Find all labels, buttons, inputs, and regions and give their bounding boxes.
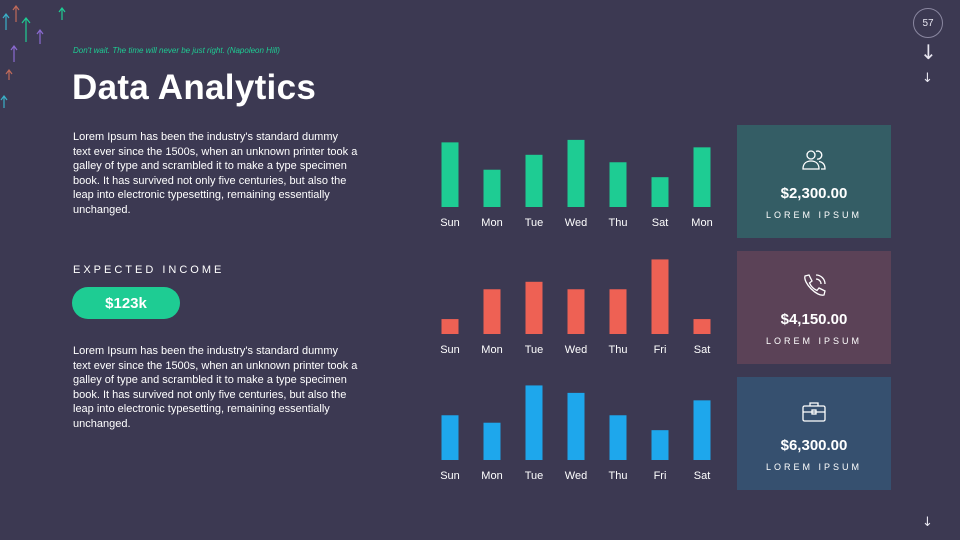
bar-chart-1: Sun Mon Tue Wed Thu Sat Mon — [440, 139, 713, 229]
expected-income-label: EXPECTED INCOME — [73, 264, 225, 276]
stat-card-label: LOREM IPSUM — [765, 462, 862, 472]
bar-wed — [567, 289, 585, 334]
x-tick-label: Sun — [440, 217, 460, 229]
bar-mon — [693, 147, 711, 207]
x-tick-label: Mon — [691, 217, 712, 229]
bar-wed — [567, 139, 585, 207]
bar-mon — [483, 422, 501, 460]
bar-thu — [609, 162, 627, 207]
x-tick-label: Wed — [565, 344, 587, 356]
bar-sun — [441, 319, 459, 334]
page-title: Data Analytics — [72, 68, 317, 107]
x-tick-label: Sun — [440, 344, 460, 356]
stat-card-label: LOREM IPSUM — [765, 336, 862, 346]
bar-thu — [609, 289, 627, 334]
next-slide-arrow-icon[interactable]: ↓ — [920, 40, 937, 64]
stat-card-value: $2,300.00 — [780, 185, 848, 202]
x-tick-label: Tue — [525, 470, 544, 482]
x-tick-label: Mon — [481, 470, 502, 482]
bar-fri — [651, 430, 669, 460]
decorative-arrows — [0, 5, 66, 108]
stat-card-1: $2,300.00 LOREM IPSUM — [737, 125, 891, 238]
bar-sat — [651, 177, 669, 207]
bar-tue — [525, 281, 543, 334]
bar-mon — [483, 289, 501, 334]
x-tick-label: Sun — [440, 470, 460, 482]
x-tick-label: Tue — [525, 217, 544, 229]
x-tick-label: Sat — [694, 470, 711, 482]
bar-sat — [693, 400, 711, 460]
x-tick-label: Thu — [609, 217, 628, 229]
x-tick-label: Wed — [565, 470, 587, 482]
scroll-down-arrow-icon[interactable]: ↓ — [922, 71, 933, 86]
x-tick-label: Tue — [525, 344, 544, 356]
quote-text: Don't wait. The time will never be just … — [73, 46, 280, 55]
bar-wed — [567, 392, 585, 460]
page-number-badge: 57 — [913, 8, 943, 38]
bar-sat — [693, 319, 711, 334]
stat-card-3: $6,300.00 LOREM IPSUM — [737, 377, 891, 490]
x-tick-label: Thu — [609, 344, 628, 356]
x-tick-label: Fri — [654, 344, 667, 356]
x-tick-label: Sat — [694, 344, 711, 356]
bottom-arrow-icon[interactable]: ↓ — [922, 515, 933, 530]
bar-mon — [483, 169, 501, 207]
stat-card-value: $6,300.00 — [780, 437, 848, 454]
x-tick-label: Mon — [481, 344, 502, 356]
bar-chart-2: Sun Mon Tue Wed Thu Fri Sat — [440, 259, 711, 356]
x-tick-label: Mon — [481, 217, 502, 229]
stat-card-2: $4,150.00 LOREM IPSUM — [737, 251, 891, 364]
bar-fri — [651, 259, 669, 334]
expected-income-value: $123k — [72, 287, 180, 319]
stat-card-label: LOREM IPSUM — [765, 210, 862, 220]
briefcase-icon — [802, 402, 826, 422]
bar-chart-3: Sun Mon Tue Wed Thu Fri Sat — [440, 385, 711, 482]
users-icon — [802, 150, 826, 170]
x-tick-label: Thu — [609, 470, 628, 482]
stat-card-value: $4,150.00 — [780, 311, 848, 328]
x-tick-label: Fri — [654, 470, 667, 482]
bar-sun — [441, 142, 459, 207]
phone-icon — [804, 274, 826, 296]
description-paragraph-2: Lorem Ipsum has been the industry's stan… — [73, 345, 358, 430]
bar-tue — [525, 385, 543, 460]
x-tick-label: Wed — [565, 217, 587, 229]
bar-thu — [609, 415, 627, 460]
bar-tue — [525, 154, 543, 207]
x-tick-label: Sat — [652, 217, 669, 229]
description-paragraph-1: Lorem Ipsum has been the industry's stan… — [73, 131, 358, 216]
bar-sun — [441, 415, 459, 460]
